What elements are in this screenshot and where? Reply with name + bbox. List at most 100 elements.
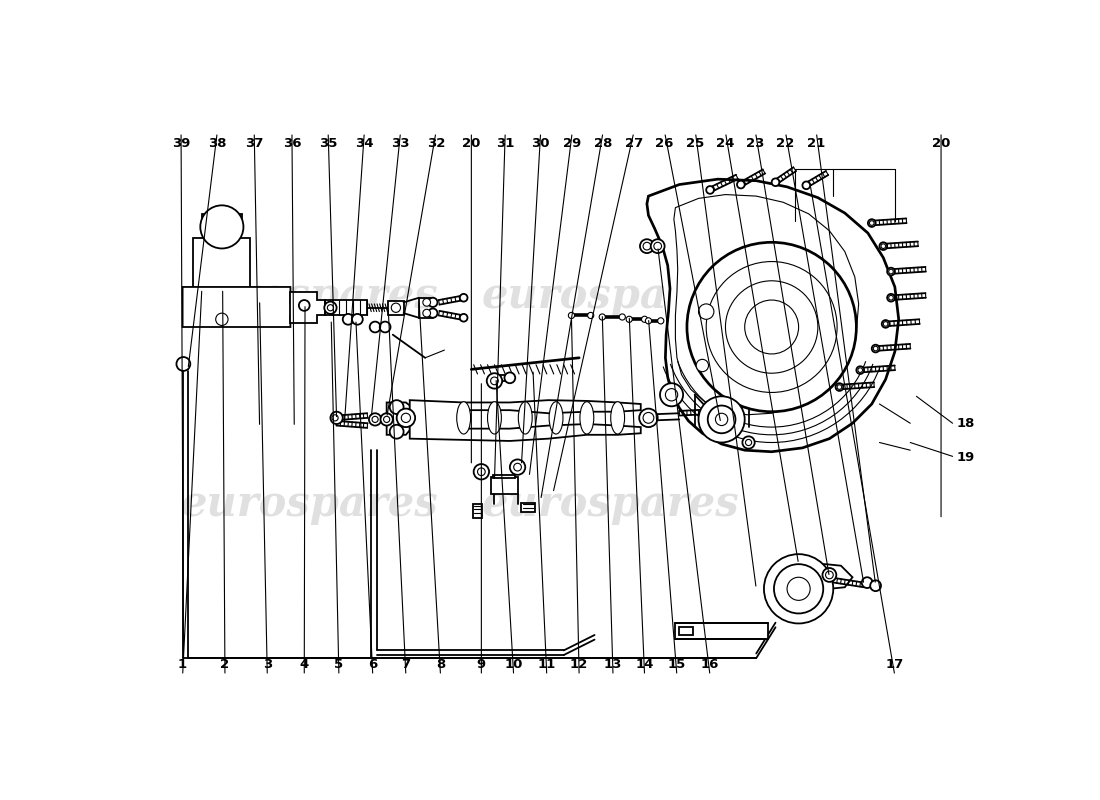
Text: 13: 13 xyxy=(604,658,623,671)
Text: 11: 11 xyxy=(538,658,556,671)
Bar xyxy=(491,477,518,494)
Circle shape xyxy=(889,295,893,300)
Circle shape xyxy=(717,416,724,422)
Circle shape xyxy=(858,368,862,373)
Circle shape xyxy=(176,357,190,371)
Bar xyxy=(675,623,768,639)
Circle shape xyxy=(328,305,333,311)
Circle shape xyxy=(696,359,708,372)
Text: 12: 12 xyxy=(570,658,589,671)
Circle shape xyxy=(698,396,745,442)
Ellipse shape xyxy=(456,402,471,434)
Circle shape xyxy=(384,416,389,422)
Text: eurospares: eurospares xyxy=(180,275,439,317)
Circle shape xyxy=(370,322,381,332)
Text: 4: 4 xyxy=(299,658,309,671)
Bar xyxy=(521,502,536,512)
Circle shape xyxy=(869,221,874,226)
Text: 8: 8 xyxy=(436,658,446,671)
Circle shape xyxy=(788,578,810,600)
Circle shape xyxy=(887,294,895,302)
Circle shape xyxy=(509,459,526,475)
Circle shape xyxy=(763,554,834,623)
Circle shape xyxy=(428,298,438,307)
Circle shape xyxy=(707,406,736,434)
Circle shape xyxy=(882,320,890,328)
Circle shape xyxy=(698,304,714,319)
Text: 32: 32 xyxy=(427,137,446,150)
Circle shape xyxy=(619,314,625,320)
Polygon shape xyxy=(647,179,899,452)
Circle shape xyxy=(343,314,353,325)
Text: 30: 30 xyxy=(531,137,550,150)
Circle shape xyxy=(666,389,678,401)
Text: 36: 36 xyxy=(283,137,301,150)
Circle shape xyxy=(641,316,648,322)
Circle shape xyxy=(742,436,755,449)
Circle shape xyxy=(887,268,895,275)
Polygon shape xyxy=(387,402,409,435)
Bar xyxy=(192,238,251,289)
Circle shape xyxy=(397,409,415,427)
Text: 39: 39 xyxy=(172,137,190,150)
Ellipse shape xyxy=(487,402,502,434)
Text: 2: 2 xyxy=(220,658,230,671)
Text: 5: 5 xyxy=(334,658,343,671)
Circle shape xyxy=(389,425,404,438)
Circle shape xyxy=(686,242,856,412)
Circle shape xyxy=(856,366,865,374)
Circle shape xyxy=(477,468,485,476)
Circle shape xyxy=(646,318,651,324)
Circle shape xyxy=(880,242,888,250)
Polygon shape xyxy=(409,400,640,441)
Circle shape xyxy=(660,383,683,406)
Circle shape xyxy=(324,302,337,314)
Circle shape xyxy=(658,318,664,324)
Circle shape xyxy=(871,345,880,353)
Polygon shape xyxy=(183,287,306,327)
Circle shape xyxy=(707,409,719,421)
Circle shape xyxy=(216,313,228,326)
Text: 24: 24 xyxy=(716,137,735,150)
Circle shape xyxy=(600,314,605,320)
Text: 16: 16 xyxy=(701,658,719,671)
Circle shape xyxy=(491,377,498,385)
Circle shape xyxy=(873,346,878,351)
Circle shape xyxy=(460,294,467,302)
Circle shape xyxy=(803,182,810,189)
Circle shape xyxy=(715,414,728,426)
Text: 38: 38 xyxy=(208,137,227,150)
Ellipse shape xyxy=(549,402,563,434)
Circle shape xyxy=(460,314,467,322)
Text: 6: 6 xyxy=(368,658,377,671)
Circle shape xyxy=(332,414,338,421)
Text: 15: 15 xyxy=(668,658,686,671)
Text: 20: 20 xyxy=(462,137,481,150)
Circle shape xyxy=(868,219,876,227)
Polygon shape xyxy=(674,194,859,414)
Circle shape xyxy=(352,314,363,325)
Circle shape xyxy=(486,373,502,389)
Circle shape xyxy=(653,242,661,250)
Ellipse shape xyxy=(610,402,625,434)
Text: 26: 26 xyxy=(656,137,674,150)
Circle shape xyxy=(837,385,842,390)
Text: 31: 31 xyxy=(496,137,515,150)
Circle shape xyxy=(422,310,430,317)
Bar xyxy=(326,300,367,315)
Circle shape xyxy=(870,580,881,591)
Bar xyxy=(680,627,693,635)
Text: 19: 19 xyxy=(957,451,975,464)
Circle shape xyxy=(715,414,727,426)
Text: 27: 27 xyxy=(625,137,642,150)
Text: 3: 3 xyxy=(263,658,272,671)
Bar xyxy=(493,475,515,478)
Text: 22: 22 xyxy=(777,137,794,150)
Circle shape xyxy=(823,568,836,582)
Circle shape xyxy=(474,464,490,479)
Text: 23: 23 xyxy=(746,137,764,150)
Circle shape xyxy=(368,414,382,426)
Text: 14: 14 xyxy=(636,658,653,671)
Circle shape xyxy=(569,312,574,318)
Circle shape xyxy=(711,412,716,418)
